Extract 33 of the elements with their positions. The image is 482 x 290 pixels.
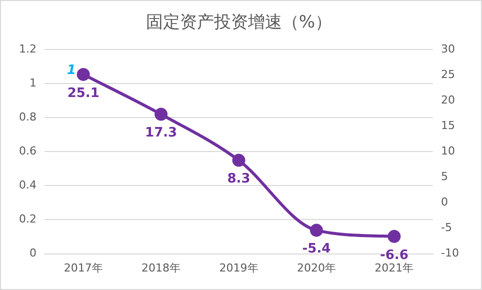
y2-tick-label: -10 (441, 246, 459, 260)
y2-tick-label: 30 (441, 42, 456, 56)
data-label: 8.3 (227, 172, 250, 187)
point (388, 230, 401, 243)
y2-tick-label: 10 (441, 144, 456, 158)
annotation: 1 (66, 62, 76, 78)
y2-tick-label: 5 (441, 170, 448, 184)
y-tick-label: 0.8 (18, 110, 36, 124)
point (76, 68, 90, 81)
data-label: 25.1 (67, 86, 100, 101)
y-tick-label: 0.6 (18, 144, 36, 158)
chart-title: 固定资产投资增速（%） (146, 12, 332, 33)
y-tick-label: 0.4 (18, 178, 36, 192)
y2-tick-label: -5 (441, 221, 452, 234)
y-tick-label: 1.2 (18, 42, 36, 56)
point (310, 224, 323, 237)
x-tick-label: 2017年 (64, 261, 103, 274)
y2-tick-label: 20 (441, 93, 456, 106)
point (154, 108, 168, 121)
data-label: -5.4 (302, 242, 331, 257)
y2-tick-label: 25 (441, 68, 456, 81)
y-tick-label: 1 (29, 76, 36, 90)
y2-tick-label: 0 (441, 196, 448, 209)
y-tick-label: 0 (29, 246, 36, 260)
data-label: 17.3 (145, 126, 178, 141)
x-tick-label: 2018年 (142, 261, 181, 274)
y-tick-label: 0.2 (18, 212, 36, 226)
x-tick-label: 2020年 (296, 261, 336, 274)
y2-tick-label: 15 (441, 118, 456, 132)
data-label: -6.6 (380, 248, 408, 263)
x-tick-label: 2021年 (374, 261, 414, 274)
point (232, 154, 246, 167)
x-tick-label: 2019年 (219, 261, 258, 274)
